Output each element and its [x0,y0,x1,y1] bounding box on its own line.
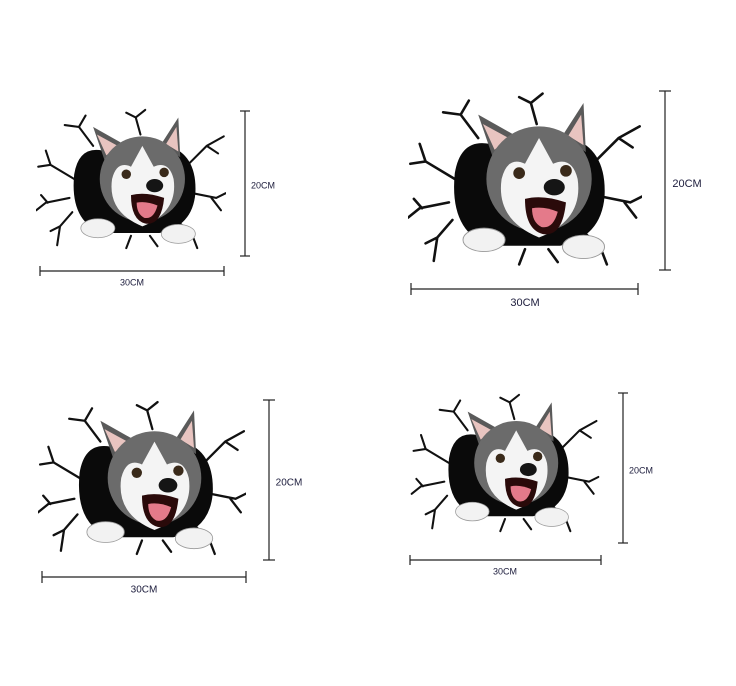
sticker-image [410,393,600,533]
height-label: 20CM [251,180,275,190]
width-label: 30CM [120,277,144,287]
sticker-image [38,400,246,556]
height-label: 20CM [276,478,303,489]
sticker-image [36,108,226,250]
height-label: 20CM [629,465,653,475]
width-label: 30CM [493,566,517,576]
width-label: 30CM [510,297,539,309]
sticker-image [408,92,642,266]
height-label: 20CM [672,178,701,190]
width-label: 30CM [131,585,158,596]
